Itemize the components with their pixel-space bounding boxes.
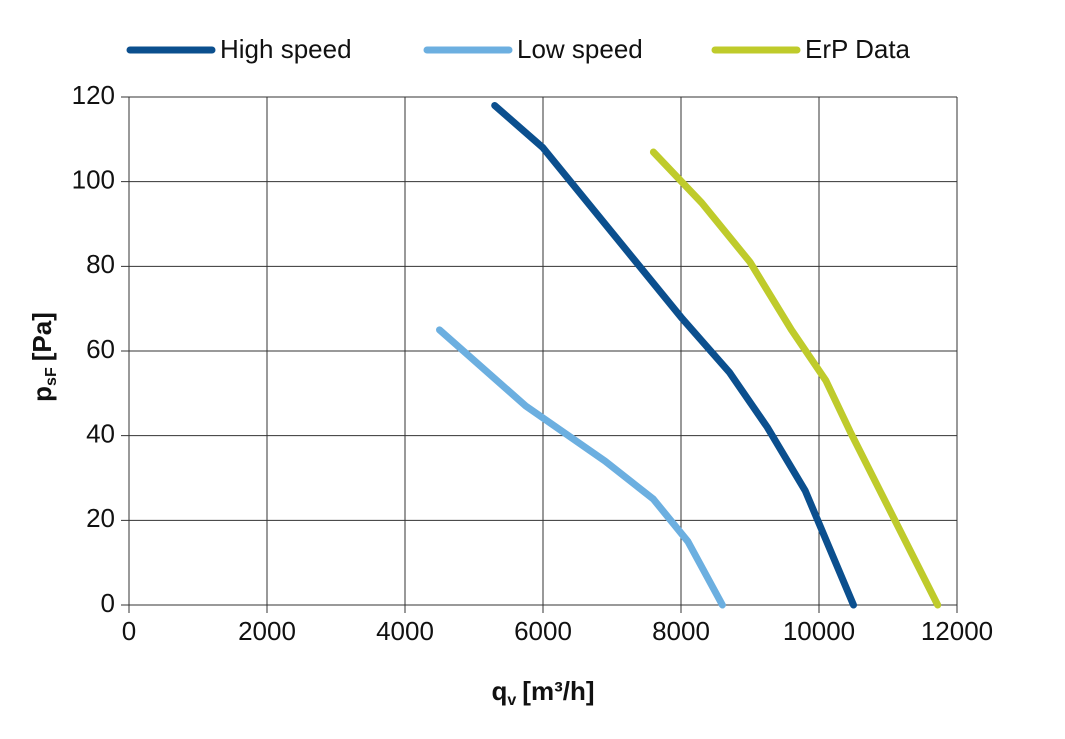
y-label: p xyxy=(27,386,57,402)
x-tick-label: 0 xyxy=(122,616,136,646)
x-axis-title: qv [m³/h] xyxy=(492,676,595,709)
y-label-unit: [Pa] xyxy=(27,312,57,361)
legend-label: High speed xyxy=(220,34,352,64)
x-tick-label: 2000 xyxy=(238,616,296,646)
series-line xyxy=(491,101,857,609)
y-tick-label: 40 xyxy=(86,419,115,449)
y-label-sub: sF xyxy=(43,367,60,386)
y-tick-label: 100 xyxy=(72,165,115,195)
y-tick-label: 20 xyxy=(86,503,115,533)
x-tick-label: 10000 xyxy=(783,616,855,646)
y-tick-label: 60 xyxy=(86,334,115,364)
x-tick-label: 8000 xyxy=(652,616,710,646)
y-tick-label: 80 xyxy=(86,249,115,279)
svg-text:psF[Pa]: psF [Pa] xyxy=(27,312,60,402)
x-tick-label: 6000 xyxy=(514,616,572,646)
y-tick-label: 120 xyxy=(72,80,115,110)
y-axis-title: psF [Pa] xyxy=(27,312,60,402)
x-tick-label: 12000 xyxy=(921,616,993,646)
series-line xyxy=(649,148,942,609)
y-tick-label: 0 xyxy=(101,588,115,618)
x-label-sub: v xyxy=(507,692,516,709)
x-label: q xyxy=(492,676,508,706)
x-tick-label: 4000 xyxy=(376,616,434,646)
x-label-unit: [m³/h] xyxy=(522,676,594,706)
legend-label: Low speed xyxy=(517,34,643,64)
legend-label: ErP Data xyxy=(805,34,911,64)
series-line xyxy=(436,326,726,609)
